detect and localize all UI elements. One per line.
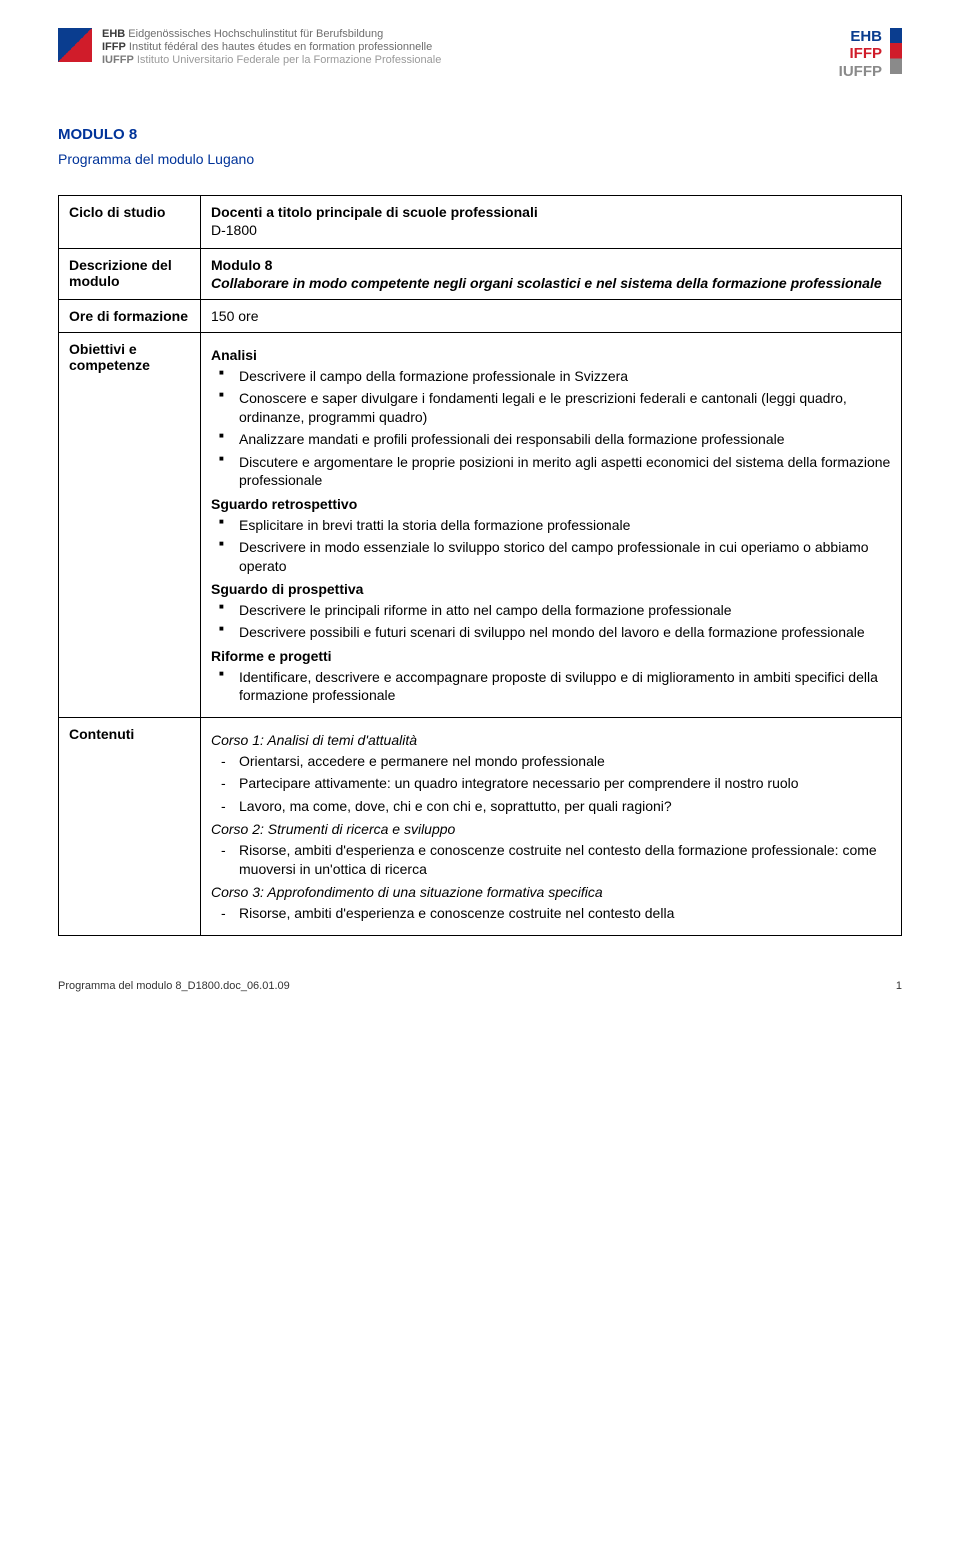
label-ciclo: Ciclo di studio	[59, 195, 201, 248]
logo-left-icon	[58, 28, 92, 62]
contenuti-item: Partecipare attivamente: un quadro integ…	[211, 774, 891, 792]
iuffp-abbr: IUFFP	[102, 54, 134, 66]
ciclo-title: Docenti a titolo principale di scuole pr…	[211, 204, 891, 220]
obiettivi-bullet: Identificare, descrivere e accompagnare …	[211, 668, 891, 705]
iffp-abbr: IFFP	[102, 41, 126, 53]
iffp-right: IFFP	[839, 45, 882, 62]
row-obiettivi: Obiettivi e competenze Analisi Descrivere…	[59, 332, 902, 717]
descrizione-italic: Collaborare in modo competente negli org…	[211, 275, 891, 291]
obiettivi-section-head: Riforme e progetti	[211, 648, 891, 664]
obiettivi-bullet-list: Esplicitare in brevi tratti la storia de…	[211, 516, 891, 575]
iuffp-full: Istituto Universitario Federale per la F…	[134, 54, 442, 66]
module-table: Ciclo di studio Docenti a titolo princip…	[58, 195, 902, 936]
contenuti-item: Risorse, ambiti d'esperienza e conoscenz…	[211, 904, 891, 922]
row-ore: Ore di formazione 150 ore	[59, 299, 902, 332]
obiettivi-bullet: Descrivere le principali riforme in atto…	[211, 601, 891, 619]
ehb-full: Eidgenössisches Hochschulinstitut für Be…	[125, 28, 383, 40]
logo-right-icon	[890, 28, 902, 74]
contenuti-course-title: Corso 2: Strumenti di ricerca e sviluppo	[211, 821, 891, 837]
iuffp-right: IUFFP	[839, 63, 882, 80]
obiettivi-bullet: Conoscere e saper divulgare i fondamenti…	[211, 389, 891, 426]
obiettivi-bullet-list: Descrivere le principali riforme in atto…	[211, 601, 891, 642]
row-ciclo: Ciclo di studio Docenti a titolo princip…	[59, 195, 902, 248]
page-footer: Programma del modulo 8_D1800.doc_06.01.0…	[58, 980, 902, 992]
obiettivi-section-head: Analisi	[211, 347, 891, 363]
obiettivi-bullet: Descrivere possibili e futuri scenari di…	[211, 623, 891, 641]
label-obiettivi: Obiettivi e competenze	[59, 332, 201, 717]
value-obiettivi: Analisi Descrivere il campo della formazi…	[201, 332, 902, 717]
document-title: MODULO 8	[58, 126, 902, 143]
obiettivi-bullet-list: Identificare, descrivere e accompagnare …	[211, 668, 891, 705]
descrizione-title: Modulo 8	[211, 257, 891, 273]
label-ore: Ore di formazione	[59, 299, 201, 332]
iffp-full: Institut fédéral des hautes études en fo…	[126, 41, 432, 53]
obiettivi-bullet-list: Descrivere il campo della formazione pro…	[211, 367, 891, 490]
row-descrizione: Descrizione del modulo Modulo 8 Collabor…	[59, 248, 902, 299]
contenuti-item-list: Risorse, ambiti d'esperienza e conoscenz…	[211, 904, 891, 922]
ehb-abbr: EHB	[102, 28, 125, 40]
contenuti-item-list: Risorse, ambiti d'esperienza e conoscenz…	[211, 841, 891, 878]
contenuti-item: Risorse, ambiti d'esperienza e conoscenz…	[211, 841, 891, 878]
obiettivi-section-head: Sguardo retrospettivo	[211, 496, 891, 512]
obiettivi-bullet: Descrivere in modo essenziale lo svilupp…	[211, 538, 891, 575]
ciclo-code: D-1800	[211, 222, 891, 238]
contenuti-course-title: Corso 1: Analisi di temi d'attualità	[211, 732, 891, 748]
contenuti-item: Lavoro, ma come, dove, chi e con chi e, …	[211, 797, 891, 815]
value-ore: 150 ore	[201, 299, 902, 332]
footer-page-number: 1	[896, 980, 902, 992]
contenuti-course-title: Corso 3: Approfondimento di una situazio…	[211, 884, 891, 900]
institution-names: EHB Eidgenössisches Hochschulinstitut fü…	[102, 28, 441, 66]
contenuti-item: Orientarsi, accedere e permanere nel mon…	[211, 752, 891, 770]
obiettivi-bullet: Discutere e argomentare le proprie posiz…	[211, 453, 891, 490]
footer-filename: Programma del modulo 8_D1800.doc_06.01.0…	[58, 980, 290, 992]
obiettivi-bullet: Analizzare mandati e profili professiona…	[211, 430, 891, 448]
letterhead-left: EHB Eidgenössisches Hochschulinstitut fü…	[58, 28, 441, 66]
value-ciclo: Docenti a titolo principale di scuole pr…	[201, 195, 902, 248]
label-contenuti: Contenuti	[59, 717, 201, 935]
document-subtitle: Programma del modulo Lugano	[58, 151, 902, 167]
obiettivi-bullet: Esplicitare in brevi tratti la storia de…	[211, 516, 891, 534]
ehb-right: EHB	[839, 28, 882, 45]
letterhead-right: EHB IFFP IUFFP	[839, 28, 902, 80]
row-contenuti: Contenuti Corso 1: Analisi di temi d'att…	[59, 717, 902, 935]
obiettivi-section-head: Sguardo di prospettiva	[211, 581, 891, 597]
letterhead: EHB Eidgenössisches Hochschulinstitut fü…	[58, 28, 902, 80]
obiettivi-bullet: Descrivere il campo della formazione pro…	[211, 367, 891, 385]
value-contenuti: Corso 1: Analisi di temi d'attualità Orie…	[201, 717, 902, 935]
value-descrizione: Modulo 8 Collaborare in modo competente …	[201, 248, 902, 299]
label-descrizione: Descrizione del modulo	[59, 248, 201, 299]
contenuti-item-list: Orientarsi, accedere e permanere nel mon…	[211, 752, 891, 815]
